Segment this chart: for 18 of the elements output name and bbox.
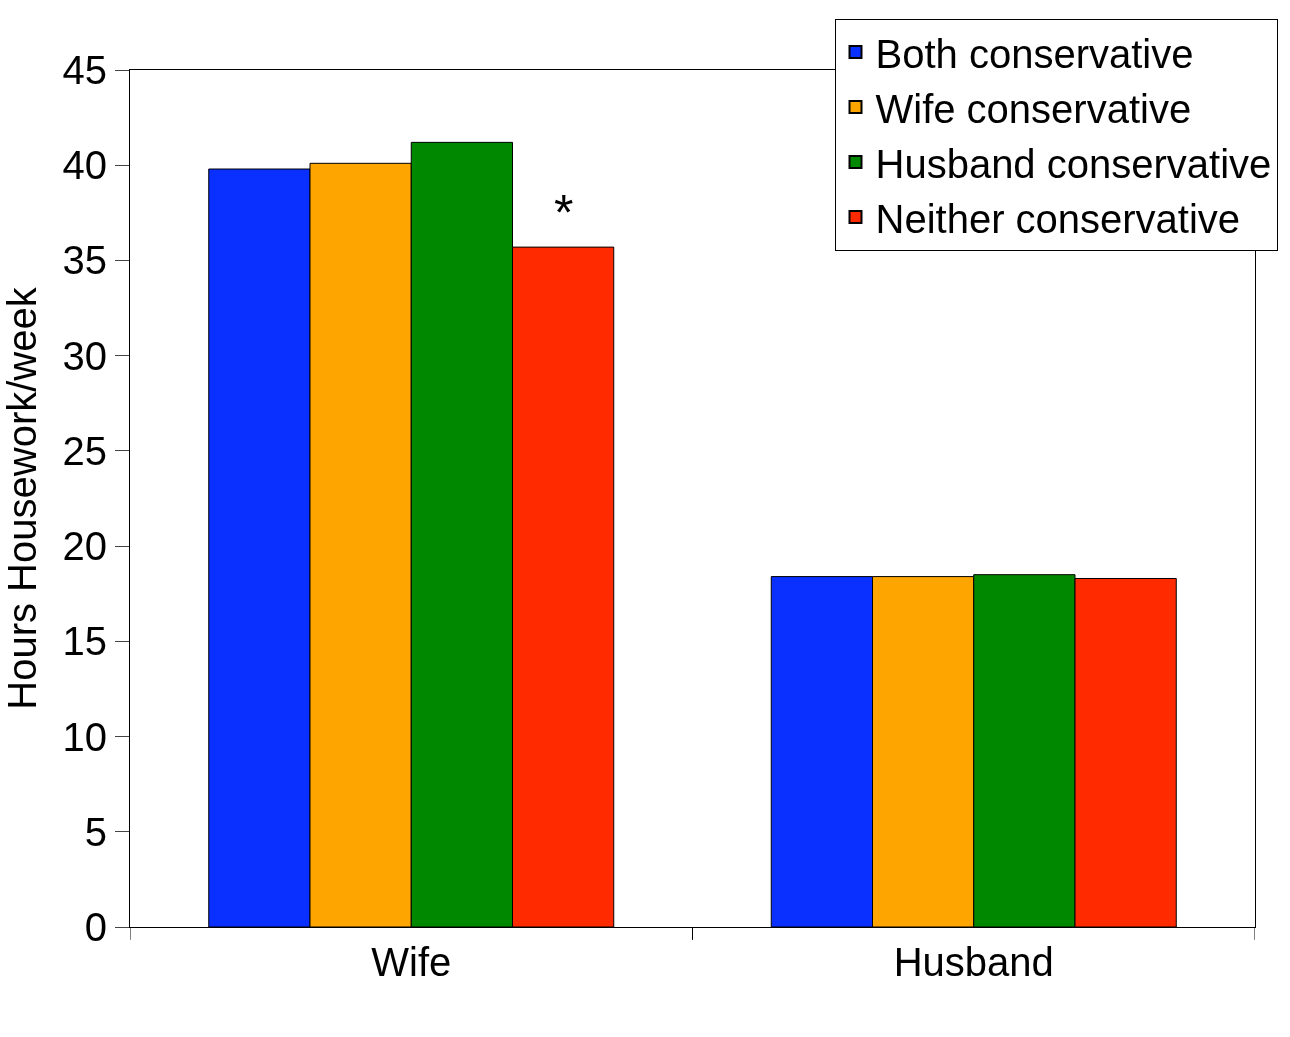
y-tick-label: 40 — [62, 143, 107, 188]
x-tick-label: Wife — [371, 940, 452, 984]
x-tick-label: Husband — [893, 940, 1054, 984]
legend-label: Husband conservative — [875, 141, 1272, 186]
y-tick-label: 10 — [62, 714, 107, 759]
annotation: * — [554, 185, 574, 241]
y-tick-label: 20 — [62, 524, 107, 569]
y-tick-label: 35 — [62, 238, 107, 283]
y-tick-label: 15 — [62, 619, 107, 664]
legend-label: Wife conservative — [875, 86, 1192, 131]
legend-label: Neither conservative — [875, 196, 1241, 241]
y-tick-label: 30 — [62, 333, 107, 378]
legend-label: Both conservative — [875, 31, 1194, 76]
y-axis-title: Hours Housework/week — [0, 286, 44, 710]
y-tick-label: 45 — [62, 48, 107, 92]
y-tick-label: 0 — [84, 905, 107, 949]
y-tick-label: 25 — [62, 428, 107, 473]
y-tick-label: 5 — [84, 809, 107, 854]
